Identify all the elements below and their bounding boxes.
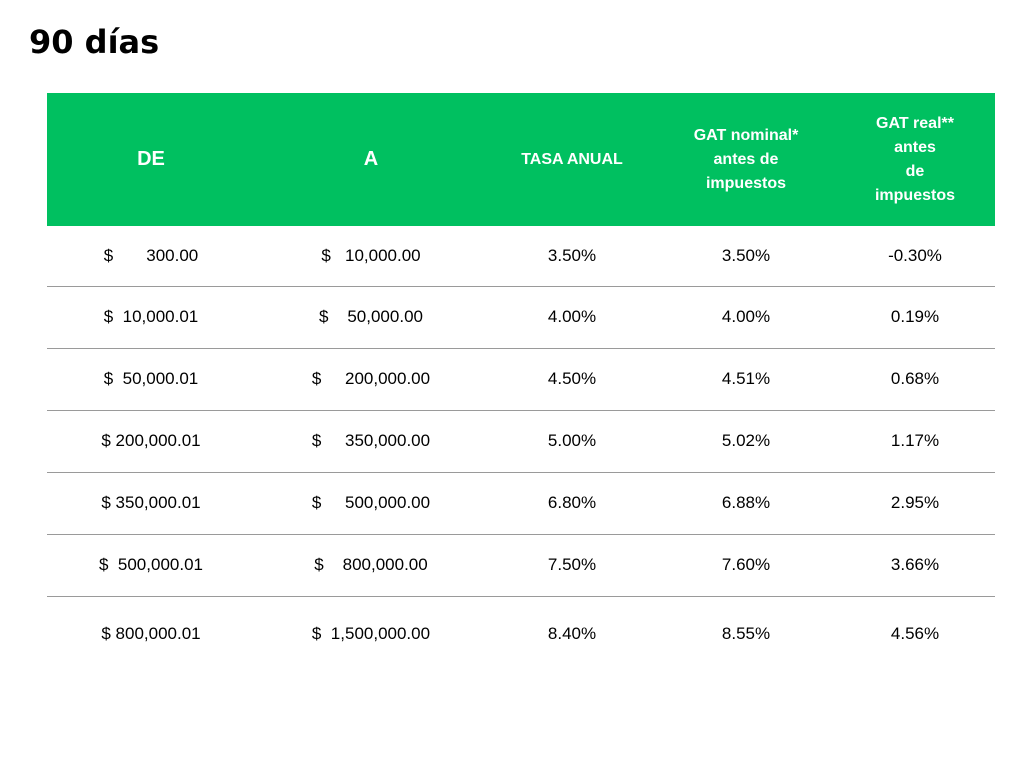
cell-tasa: 7.50% bbox=[487, 534, 657, 597]
cell-gat-nominal: 3.50% bbox=[657, 226, 835, 287]
cell-a: $ 350,000.00 bbox=[255, 410, 487, 473]
cell-gat-nominal: 7.60% bbox=[657, 534, 835, 597]
cell-de: $ 200,000.01 bbox=[47, 410, 255, 473]
cell-gat-real: 0.19% bbox=[835, 286, 995, 349]
cell-de: $ 10,000.01 bbox=[47, 286, 255, 349]
cell-gat-real: 3.66% bbox=[835, 534, 995, 597]
cell-gat-nominal: 4.51% bbox=[657, 348, 835, 411]
page-title: 90 días bbox=[29, 23, 160, 61]
table-row: $ 350,000.01 $ 500,000.00 6.80% 6.88% 2.… bbox=[47, 472, 995, 535]
header-de: DE bbox=[137, 148, 165, 170]
cell-tasa: 4.50% bbox=[487, 348, 657, 411]
header-row: DE A TASA ANUAL GAT nominal* antes de im… bbox=[47, 93, 995, 226]
cell-de: $ 800,000.01 bbox=[101, 624, 201, 644]
cell-gat-nominal: 6.88% bbox=[657, 472, 835, 535]
cell-gat-nominal: 4.00% bbox=[657, 286, 835, 349]
header-gat-real: GAT real** antes de impuestos bbox=[874, 114, 955, 204]
table-row: $ 200,000.01 $ 350,000.00 5.00% 5.02% 1.… bbox=[47, 410, 995, 473]
cell-gat-real: 1.17% bbox=[835, 410, 995, 473]
header-gat-nominal: GAT nominal* antes de impuestos bbox=[693, 126, 799, 192]
cell-tasa: 3.50% bbox=[487, 226, 657, 287]
cell-de: $ 500,000.01 bbox=[47, 534, 255, 597]
cell-a: $ 500,000.00 bbox=[255, 472, 487, 535]
cell-a: $ 10,000.00 bbox=[255, 226, 487, 287]
cell-de: $ 50,000.01 bbox=[47, 348, 255, 411]
table-body: $ 300.00 $ 10,000.00 3.50% 3.50% -0.30% … bbox=[47, 226, 995, 672]
cell-tasa: 6.80% bbox=[487, 472, 657, 535]
cell-a: $ 50,000.00 bbox=[255, 286, 487, 349]
cell-tasa: 8.40% bbox=[547, 624, 597, 644]
cell-a: $ 1,500,000.00 bbox=[311, 624, 431, 644]
header-tasa-anual: TASA ANUAL bbox=[521, 150, 623, 168]
header-a: A bbox=[363, 148, 379, 170]
table-row: $ 800,000.01 $ 1,500,000.00 8.40% 8.55% … bbox=[47, 596, 995, 672]
cell-de: $ 300.00 bbox=[47, 226, 255, 287]
cell-de: $ 350,000.01 bbox=[47, 472, 255, 535]
cell-a: $ 200,000.00 bbox=[255, 348, 487, 411]
cell-gat-real: -0.30% bbox=[835, 226, 995, 287]
table-header: DE A TASA ANUAL GAT nominal* antes de im… bbox=[47, 93, 995, 226]
cell-gat-nominal: 5.02% bbox=[657, 410, 835, 473]
table-row: $ 10,000.01 $ 50,000.00 4.00% 4.00% 0.19… bbox=[47, 286, 995, 349]
table-row: $ 500,000.01 $ 800,000.00 7.50% 7.60% 3.… bbox=[47, 534, 995, 597]
cell-gat-real: 2.95% bbox=[835, 472, 995, 535]
cell-tasa: 4.00% bbox=[487, 286, 657, 349]
cell-gat-real: 0.68% bbox=[835, 348, 995, 411]
cell-tasa: 5.00% bbox=[487, 410, 657, 473]
rate-table: DE A TASA ANUAL GAT nominal* antes de im… bbox=[47, 93, 995, 672]
cell-a: $ 800,000.00 bbox=[255, 534, 487, 597]
cell-gat-real: 4.56% bbox=[890, 624, 940, 644]
table-row: $ 50,000.01 $ 200,000.00 4.50% 4.51% 0.6… bbox=[47, 348, 995, 411]
cell-gat-nominal: 8.55% bbox=[721, 624, 771, 644]
table-row: $ 300.00 $ 10,000.00 3.50% 3.50% -0.30% bbox=[47, 226, 995, 287]
